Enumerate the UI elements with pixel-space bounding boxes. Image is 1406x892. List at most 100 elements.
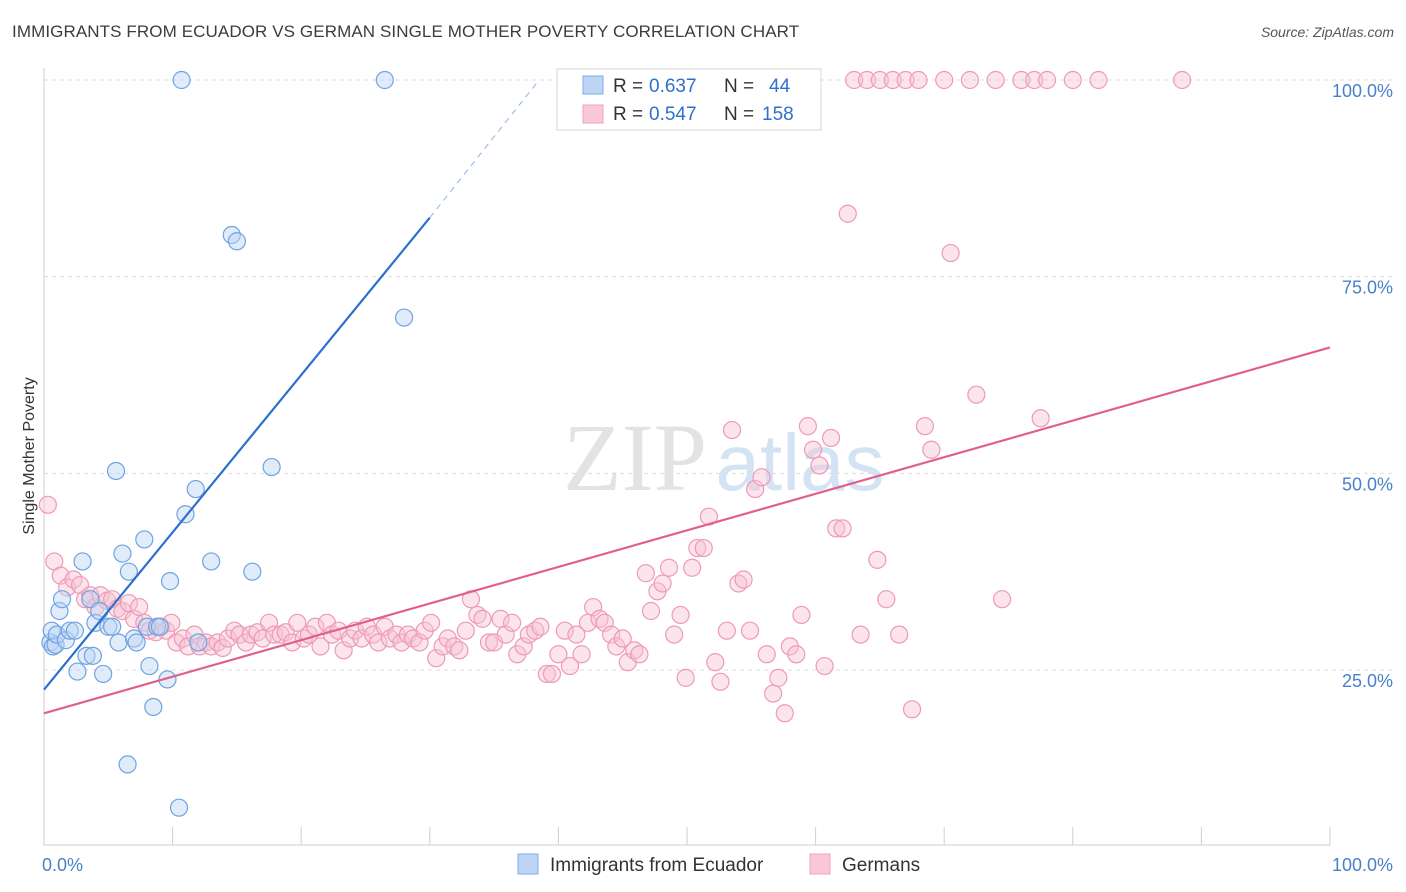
german-point-148 bbox=[986, 70, 1005, 90]
stats-r-value-ecuador: 0.637 bbox=[649, 76, 697, 97]
german-point-67 bbox=[421, 613, 441, 632]
legend-item-germans[interactable]: Germans bbox=[809, 853, 920, 876]
ecuador-point-9 bbox=[65, 621, 84, 640]
ecuador-point-31 bbox=[150, 617, 169, 636]
ecuador-point-46 bbox=[394, 308, 414, 327]
german-point-30 bbox=[208, 633, 227, 652]
german-point-144 bbox=[896, 70, 915, 90]
stats-n-label-ecuador: N = bbox=[724, 76, 754, 97]
series-ecuador bbox=[41, 70, 414, 817]
german-point-91 bbox=[560, 656, 580, 676]
german-point-48 bbox=[311, 637, 330, 656]
german-point-0 bbox=[38, 495, 57, 514]
german-point-81 bbox=[503, 613, 522, 632]
german-point-100 bbox=[613, 629, 632, 648]
german-point-31 bbox=[213, 638, 232, 658]
german-point-108 bbox=[659, 558, 679, 577]
german-point-77 bbox=[479, 633, 499, 652]
german-point-117 bbox=[711, 672, 730, 691]
ecuador-point-37 bbox=[186, 479, 205, 499]
german-point-80 bbox=[496, 625, 515, 644]
german-point-111 bbox=[676, 668, 695, 687]
legend-label-ecuador: Immigrants from Ecuador bbox=[550, 855, 764, 876]
stats-swatch-ecuador bbox=[582, 75, 604, 95]
german-point-16 bbox=[130, 597, 149, 617]
german-point-65 bbox=[410, 633, 429, 652]
ecuador-point-38 bbox=[189, 633, 208, 652]
ecuador-point-29 bbox=[144, 697, 163, 717]
legend-swatch-ecuador bbox=[517, 853, 539, 875]
ecuador-point-20 bbox=[106, 461, 126, 481]
german-point-104 bbox=[636, 564, 655, 583]
ecuador-point-6 bbox=[52, 590, 72, 609]
y-tick-label-3: 100.0% bbox=[1332, 81, 1393, 101]
german-point-124 bbox=[752, 468, 771, 487]
german-point-73 bbox=[456, 621, 475, 640]
ecuador-point-12 bbox=[77, 646, 96, 665]
trend-line-germans bbox=[43, 346, 1331, 715]
german-point-140 bbox=[845, 70, 864, 90]
german-point-44 bbox=[288, 613, 307, 632]
german-point-7 bbox=[81, 586, 100, 605]
legend-item-ecuador[interactable]: Immigrants from Ecuador bbox=[517, 853, 764, 876]
ecuador-point-21 bbox=[109, 633, 128, 652]
german-point-109 bbox=[665, 625, 684, 644]
ecuador-point-23 bbox=[119, 562, 138, 581]
ecuador-point-35 bbox=[172, 70, 191, 90]
german-point-22 bbox=[162, 613, 181, 632]
german-point-92 bbox=[567, 625, 586, 644]
ecuador-point-27 bbox=[137, 617, 156, 636]
x-tick-label-1: 100.0% bbox=[1332, 855, 1393, 875]
ecuador-point-19 bbox=[103, 617, 122, 636]
german-point-103 bbox=[630, 645, 649, 664]
german-point-93 bbox=[572, 645, 591, 664]
ecuador-point-43 bbox=[262, 457, 281, 477]
german-point-121 bbox=[734, 570, 753, 589]
german-point-113 bbox=[688, 538, 707, 558]
legend-swatch-germans bbox=[809, 853, 831, 875]
chart-title: IMMIGRANTS FROM ECUADOR VS GERMAN SINGLE… bbox=[12, 22, 800, 41]
ecuador-point-33 bbox=[160, 572, 180, 591]
trend-line-ecuador bbox=[43, 216, 431, 691]
german-point-98 bbox=[602, 625, 621, 644]
german-point-157 bbox=[890, 625, 909, 644]
german-point-39 bbox=[259, 613, 279, 632]
german-point-118 bbox=[717, 621, 736, 640]
ecuador-point-26 bbox=[135, 530, 154, 549]
german-point-105 bbox=[641, 601, 661, 621]
stats-r-label-ecuador: R = bbox=[613, 76, 643, 97]
german-point-147 bbox=[960, 70, 980, 90]
german-point-122 bbox=[740, 621, 760, 640]
ecuador-point-16 bbox=[90, 601, 109, 621]
ecuador-point-25 bbox=[127, 633, 146, 652]
german-point-155 bbox=[868, 550, 887, 569]
german-point-130 bbox=[787, 645, 806, 664]
german-point-153 bbox=[1089, 70, 1108, 90]
ecuador-point-17 bbox=[94, 664, 113, 684]
german-point-125 bbox=[757, 645, 776, 664]
y-axis-label: Single Mother Poverty bbox=[21, 377, 38, 534]
german-point-114 bbox=[694, 538, 713, 558]
series-germans bbox=[38, 70, 1192, 723]
german-point-154 bbox=[851, 625, 870, 644]
german-point-152 bbox=[1063, 70, 1082, 90]
german-point-107 bbox=[653, 574, 672, 593]
german-point-142 bbox=[870, 70, 890, 90]
german-point-76 bbox=[473, 609, 492, 628]
german-point-88 bbox=[542, 664, 562, 684]
german-point-128 bbox=[775, 704, 794, 723]
german-point-139 bbox=[838, 204, 857, 223]
ecuador-point-34 bbox=[169, 798, 189, 817]
german-point-131 bbox=[792, 605, 811, 625]
german-point-123 bbox=[746, 479, 765, 499]
german-point-165 bbox=[1173, 70, 1192, 90]
stats-n-value-ecuador: 44 bbox=[769, 76, 791, 97]
german-point-127 bbox=[769, 668, 788, 687]
german-point-141 bbox=[857, 70, 877, 90]
german-point-110 bbox=[671, 605, 690, 625]
german-point-132 bbox=[798, 417, 817, 436]
german-point-83 bbox=[514, 637, 533, 656]
german-point-40 bbox=[265, 625, 284, 644]
